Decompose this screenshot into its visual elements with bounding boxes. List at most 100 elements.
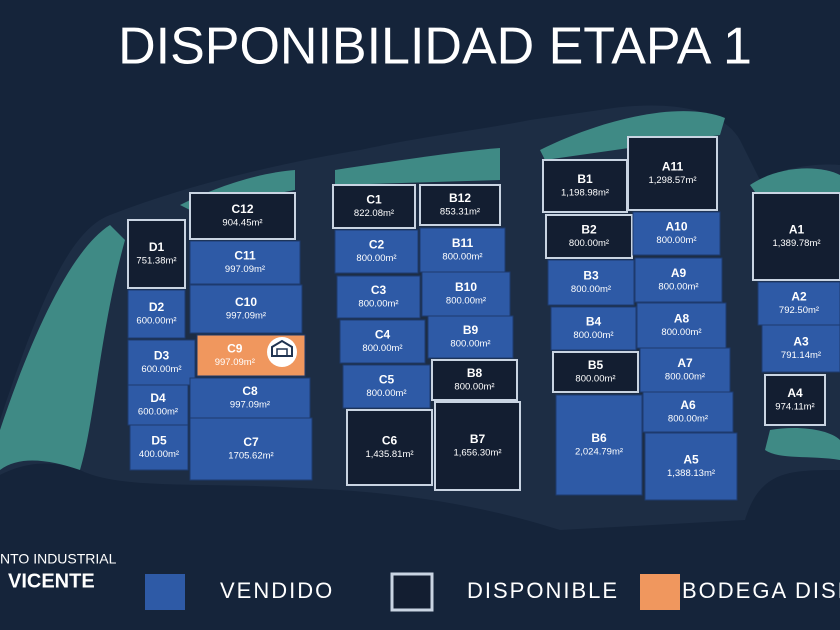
lot-area: 2,024.79m² [575, 447, 623, 458]
lot-label: D3 [154, 349, 170, 363]
lot [334, 229, 419, 274]
green-area [0, 225, 125, 470]
lot [752, 192, 840, 281]
title: DISPONIBILIDAD ETAPA 1 [118, 18, 752, 76]
legend-swatch [640, 574, 680, 610]
lot-label: C12 [231, 202, 253, 216]
lot-label: B10 [455, 280, 477, 294]
lot-area: 800.00m² [573, 330, 613, 341]
lot [434, 401, 521, 491]
lot-label: B1 [577, 172, 593, 186]
lot-label: A7 [677, 356, 693, 370]
lot [189, 377, 311, 419]
lot-label: C1 [366, 193, 382, 207]
lot [627, 136, 718, 211]
lot-area: 800.00m² [454, 382, 494, 393]
lot-label: A1 [789, 223, 805, 237]
lot-area: 791.14m² [781, 350, 821, 361]
lot-label: A3 [793, 335, 809, 349]
lot-area: 800.00m² [668, 414, 708, 425]
lot [642, 391, 734, 433]
lot-area: 1,656.30m² [453, 448, 501, 459]
lot-label: B5 [588, 358, 604, 372]
lot-label: B9 [463, 323, 479, 337]
lot-area: 600.00m² [138, 407, 178, 418]
lot [189, 284, 303, 334]
lot-area: 800.00m² [571, 284, 611, 295]
lot [127, 289, 186, 339]
lot-area: 997.09m² [215, 357, 255, 368]
lot-area: 800.00m² [362, 343, 402, 354]
lot-label: A9 [671, 266, 687, 280]
lot-area: 800.00m² [661, 327, 701, 338]
lot-label: A4 [787, 386, 803, 400]
lot-label: C2 [369, 238, 385, 252]
lot-label: C11 [234, 249, 256, 263]
lot-area: 853.31m² [440, 207, 480, 218]
lot-area: 600.00m² [141, 364, 181, 375]
lot [419, 227, 506, 273]
lot [189, 240, 301, 285]
lot-label: C7 [243, 435, 259, 449]
lot-area: 400.00m² [139, 449, 179, 460]
legend-swatch [390, 572, 434, 612]
lot-label: C9 [227, 342, 243, 356]
lot-area: 800.00m² [446, 296, 486, 307]
lot-area: 792.50m² [779, 305, 819, 316]
lot-label: A5 [683, 453, 699, 467]
lot [552, 351, 639, 393]
lot [634, 257, 723, 303]
lot-label: B7 [470, 432, 486, 446]
lot-area: 822.08m² [354, 208, 394, 219]
lot-label: B6 [591, 431, 607, 445]
logo-line1: NTO INDUSTRIAL [0, 551, 117, 567]
lot [555, 394, 643, 496]
lot-label: A6 [680, 398, 696, 412]
lot-area: 1705.62m² [228, 451, 273, 462]
green-area [335, 148, 500, 185]
lot [421, 271, 511, 317]
lot-area: 800.00m² [569, 238, 609, 249]
lot [550, 306, 637, 351]
lot-area: 800.00m² [575, 374, 615, 385]
lot [764, 374, 826, 426]
lot-area: 600.00m² [136, 316, 176, 327]
lot-area: 751.38m² [136, 256, 176, 267]
lot-label: B3 [583, 269, 599, 283]
icon-house [271, 339, 293, 357]
lot-label: C6 [382, 434, 398, 448]
lot-label: C5 [379, 373, 395, 387]
lot [419, 184, 501, 226]
lot-area: 800.00m² [656, 235, 696, 246]
lot [339, 319, 426, 364]
lot-label: D5 [151, 434, 167, 448]
lot-area: 1,435.81m² [365, 449, 413, 460]
icon-door [276, 348, 288, 357]
lot [342, 364, 431, 409]
lot-label: D2 [149, 300, 165, 314]
lot-label: A2 [791, 290, 807, 304]
lot-label: D4 [150, 391, 166, 405]
lot [757, 281, 840, 326]
lot-label: B11 [452, 236, 474, 250]
legend: VENDIDO DISPONIBLE BODEGA DISPONIBLE [145, 572, 840, 612]
lot-area: 974.11m² [775, 402, 814, 413]
lot-label: C3 [371, 283, 387, 297]
lot-area: 1,198.98m² [561, 188, 609, 199]
lot [332, 184, 416, 229]
green-area [540, 111, 725, 160]
lot-label: A11 [662, 160, 684, 174]
lot [545, 214, 633, 259]
lot-area: 997.09m² [226, 311, 266, 322]
legend-label: DISPONIBLE [467, 578, 619, 603]
lot-area: 1,298.57m² [648, 175, 696, 186]
lot-area: 1,388.13m² [667, 468, 715, 479]
lot-area: 997.09m² [225, 264, 265, 275]
lot [639, 347, 731, 393]
lot-label: D1 [149, 240, 165, 254]
lot [336, 275, 421, 319]
lot-label: C10 [235, 295, 257, 309]
lot-label: A10 [665, 220, 687, 234]
lot [127, 219, 186, 289]
